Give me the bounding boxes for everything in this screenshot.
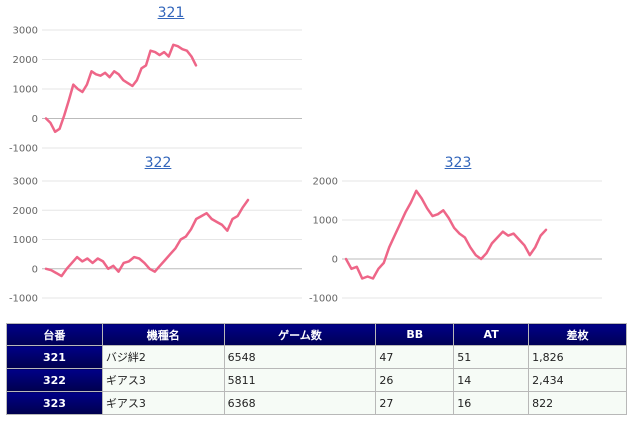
y-tick-label: 2000 [313, 177, 338, 188]
y-tick-label: -1000 [9, 144, 38, 155]
chart-title-323[interactable]: 323 [444, 155, 472, 171]
header-at: AT [453, 323, 530, 346]
y-tick-label: 1000 [313, 216, 338, 227]
y-tick-label: 3000 [13, 26, 38, 37]
y-tick-label: 1000 [13, 235, 38, 246]
game-count: 6548 [223, 345, 377, 369]
difference: 2,434 [528, 368, 627, 392]
chart-321-plot: 3000 2000 1000 0 -1000 [9, 26, 302, 155]
header-machine-number: 台番 [6, 323, 103, 346]
header-bb: BB [375, 323, 455, 346]
model-name: バジ絆2 [101, 345, 225, 369]
y-tick-label: 2000 [13, 55, 38, 66]
chart-323-plot: 2000 1000 0 -1000 [309, 177, 602, 305]
at-count: 14 [453, 368, 530, 392]
y-tick-label: -1000 [9, 294, 38, 305]
y-tick-label: -1000 [309, 294, 338, 305]
at-count: 16 [453, 391, 530, 415]
chart-title-322[interactable]: 322 [144, 155, 172, 171]
chart-322-plot: 3000 2000 1000 0 -1000 [9, 177, 302, 305]
series-line [344, 189, 548, 280]
y-tick-label: 3000 [13, 177, 38, 188]
game-count: 6368 [223, 391, 377, 415]
series-line [44, 198, 250, 278]
difference: 1,826 [528, 345, 627, 369]
header-model-name: 機種名 [101, 323, 225, 346]
table-row: 321 バジ絆2 6548 47 51 1,826 [6, 345, 627, 369]
table-row: 322 ギアス3 5811 26 14 2,434 [6, 368, 627, 392]
y-tick-label: 2000 [13, 206, 38, 217]
y-tick-label: 1000 [13, 85, 38, 96]
y-tick-label: 0 [32, 114, 38, 125]
chart-322: 322 3000 2000 1000 0 -1000 [0, 150, 310, 310]
machine-number: 322 [6, 368, 103, 392]
model-name: ギアス3 [101, 391, 225, 415]
header-game-count: ゲーム数 [223, 323, 377, 346]
bb-count: 26 [375, 368, 455, 392]
y-tick-label: 0 [332, 255, 338, 266]
chart-321: 321 3000 2000 1000 0 -1000 [0, 0, 310, 160]
machine-number: 323 [6, 391, 103, 415]
model-name: ギアス3 [101, 368, 225, 392]
chart-title-321[interactable]: 321 [157, 5, 185, 21]
at-count: 51 [453, 345, 530, 369]
header-difference: 差枚 [528, 323, 627, 346]
table-header-row: 台番 機種名 ゲーム数 BB AT 差枚 [6, 323, 627, 346]
game-count: 5811 [223, 368, 377, 392]
series-line [44, 43, 198, 134]
y-tick-label: 0 [32, 264, 38, 275]
machine-table: 台番 機種名 ゲーム数 BB AT 差枚 321 バジ絆2 6548 47 51… [6, 323, 627, 415]
table-row: 323 ギアス3 6368 27 16 822 [6, 391, 627, 415]
difference: 822 [528, 391, 627, 415]
bb-count: 47 [375, 345, 455, 369]
machine-number: 321 [6, 345, 103, 369]
chart-323: 323 2000 1000 0 -1000 [300, 150, 610, 310]
bb-count: 27 [375, 391, 455, 415]
